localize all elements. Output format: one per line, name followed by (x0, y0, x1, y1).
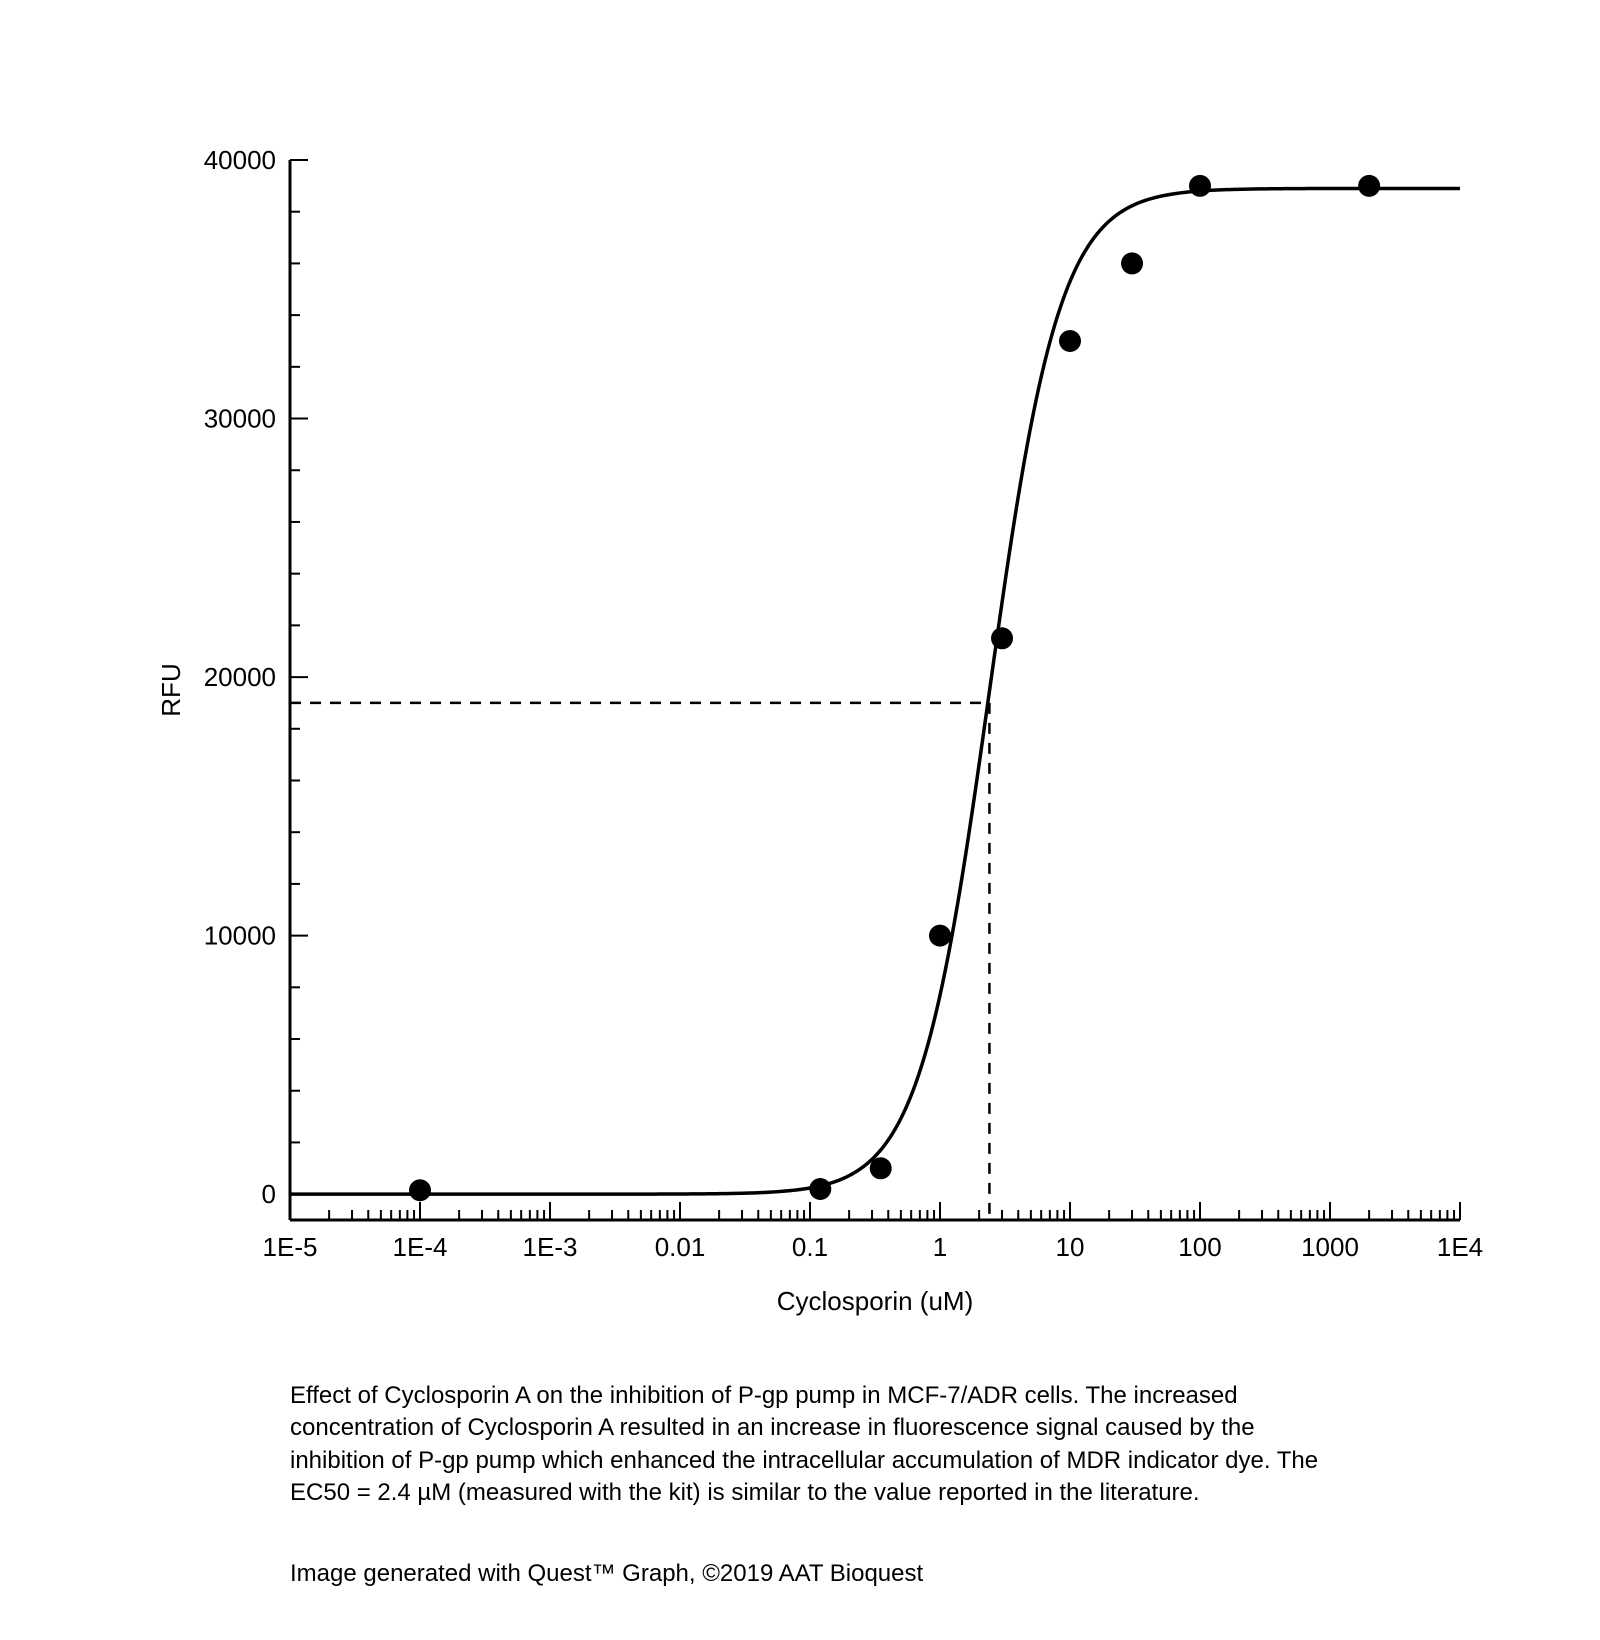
y-axis-label: RFU (156, 663, 186, 716)
page: 1E-5 1E-4 1E-3 0.01 0.1 1 10 100 1000 1E4 Cyclospo… (0, 0, 1600, 1640)
x-tick-label: 10 (1056, 1232, 1085, 1262)
x-tick-label: 0.1 (792, 1232, 828, 1262)
x-tick-label: 1E4 (1437, 1232, 1483, 1262)
x-tick-label: 1 (933, 1232, 947, 1262)
image-credit: Image generated with Quest™ Graph, ©2019… (290, 1560, 923, 1588)
data-point (1358, 175, 1380, 197)
data-point (809, 1178, 831, 1200)
y-tick-label: 10000 (204, 921, 276, 951)
data-point (991, 627, 1013, 649)
data-point (1121, 252, 1143, 274)
x-axis-label: Cyclosporin (uM) (777, 1286, 974, 1316)
y-tick-label: 30000 (204, 404, 276, 434)
data-point (870, 1157, 892, 1179)
data-point (409, 1179, 431, 1201)
y-tick-label: 0 (262, 1179, 276, 1209)
x-tick-label: 1E-4 (393, 1232, 448, 1262)
y-tick-label: 20000 (204, 662, 276, 692)
x-tick-label: 1E-5 (263, 1232, 318, 1262)
data-point (1059, 330, 1081, 352)
x-tick-label: 1E-3 (523, 1232, 578, 1262)
fit-curve (290, 188, 1460, 1194)
figure-caption: Effect of Cyclosporin A on the inhibitio… (290, 1380, 1350, 1510)
data-point (929, 925, 951, 947)
y-tick-label: 40000 (204, 145, 276, 175)
x-tick-label: 1000 (1301, 1232, 1359, 1262)
data-point (1189, 175, 1211, 197)
x-tick-label: 0.01 (655, 1232, 706, 1262)
x-tick-label: 100 (1178, 1232, 1221, 1262)
